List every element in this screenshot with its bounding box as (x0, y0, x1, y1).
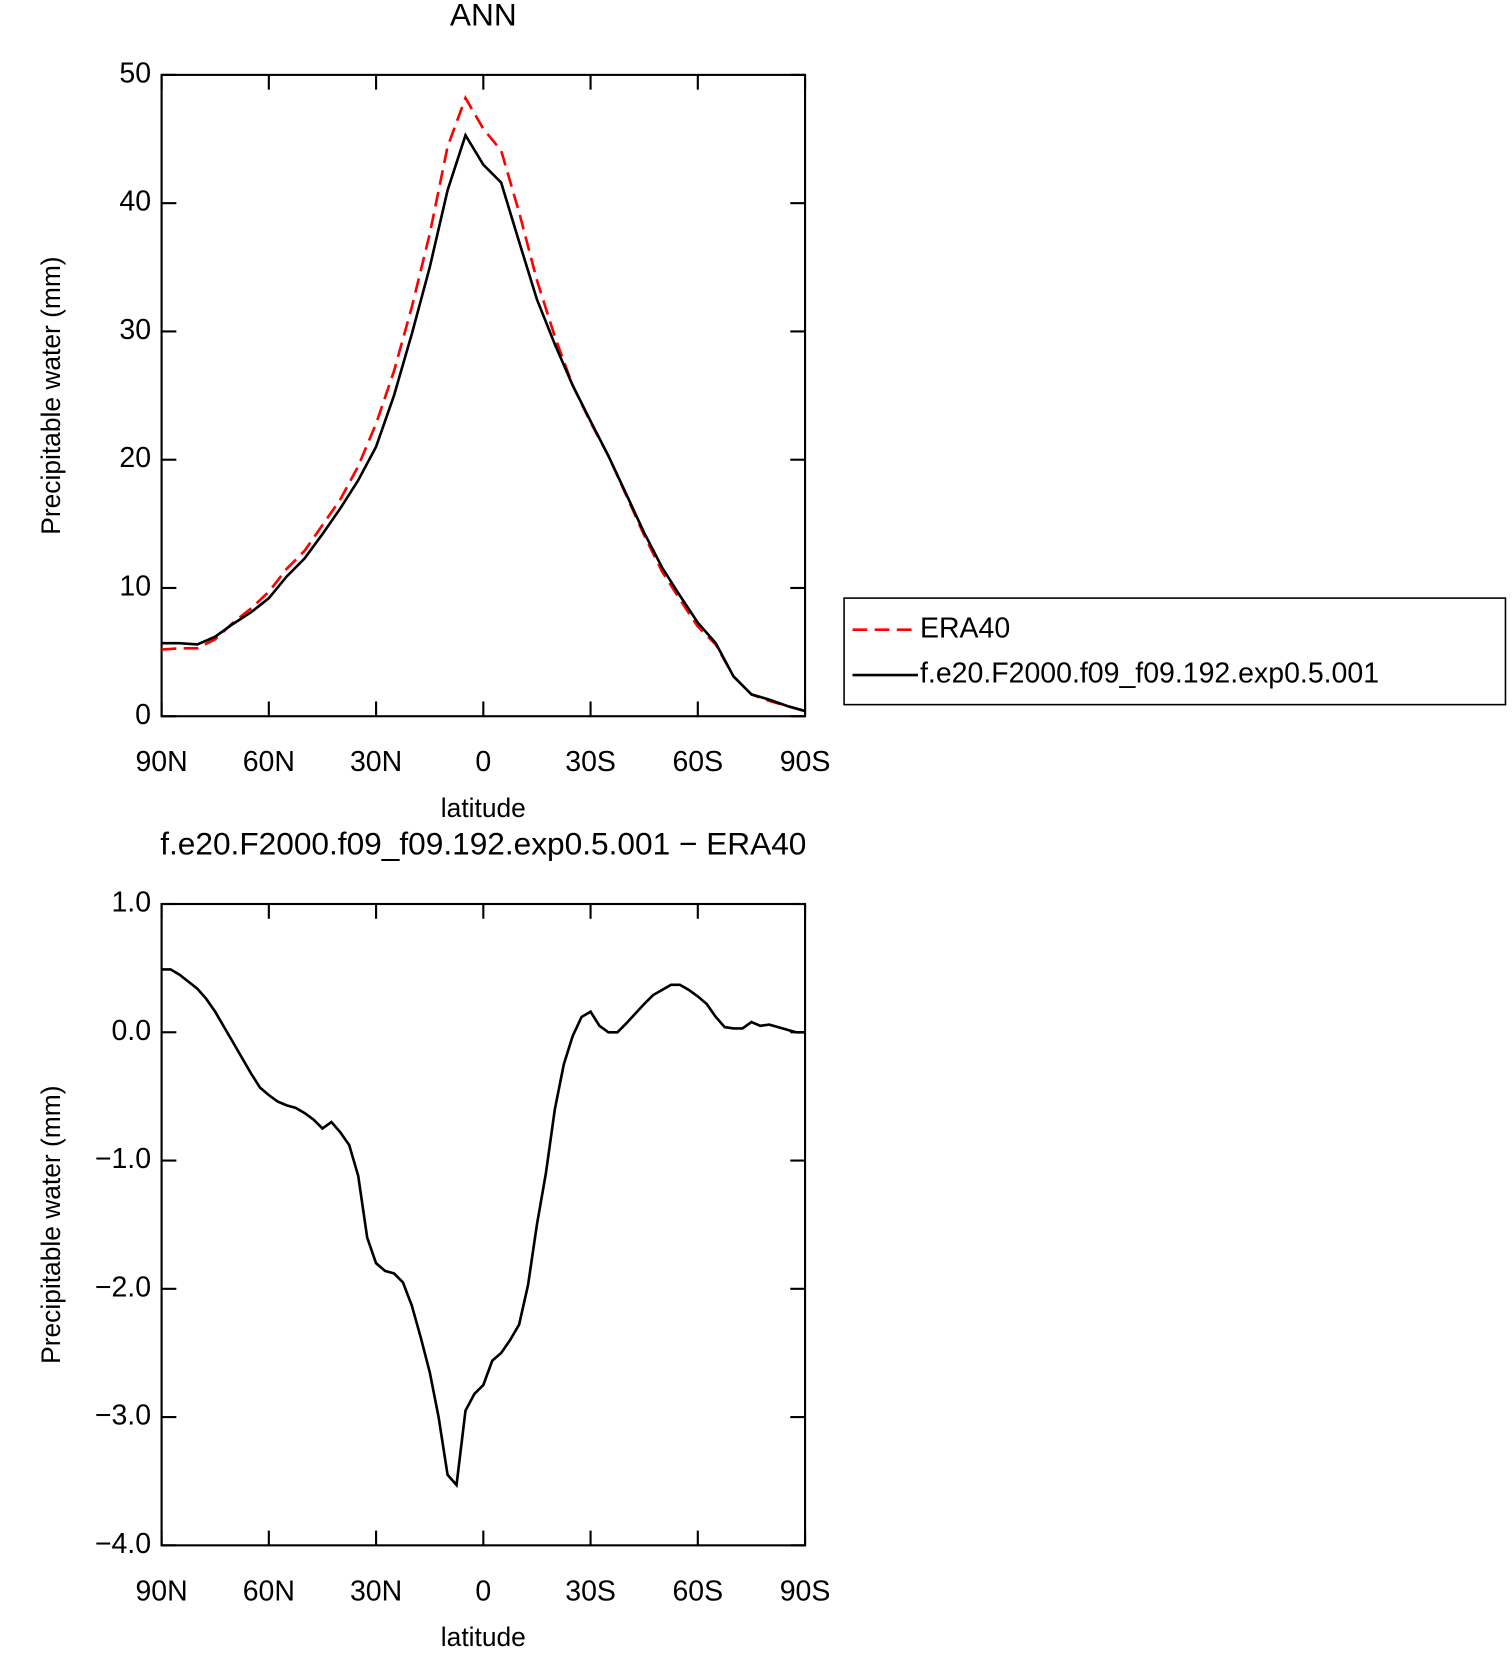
x-tick-label: 90N (135, 1575, 187, 1607)
data-line (161, 132, 806, 713)
x-tick-label: 90N (135, 746, 187, 778)
x-tick-label: 90S (780, 1575, 831, 1607)
x-axis-label: latitude (441, 793, 526, 823)
y-tick-label: −1.0 (95, 1143, 151, 1175)
x-tick-label: 90S (780, 746, 831, 778)
x-tick-label: 60N (243, 746, 295, 778)
data-line (161, 968, 806, 1489)
x-tick-label: 30S (565, 746, 616, 778)
x-tick-label: 0 (475, 746, 491, 778)
y-tick-label: 20 (119, 442, 151, 474)
y-axis-label: Precipitable water (mm) (36, 256, 66, 534)
y-tick-label: 50 (119, 57, 151, 89)
x-tick-label: 0 (475, 1575, 491, 1607)
chart-title: f.e20.F2000.f09_f09.192.exp0.5.001 − ERA… (160, 825, 806, 861)
plot-frame (160, 902, 807, 1547)
chart-title: ANN (450, 0, 517, 32)
legend-label: ERA40 (920, 612, 1010, 644)
plot-frame (160, 73, 807, 718)
y-tick-label: 0 (135, 699, 151, 731)
x-axis-label: latitude (441, 1622, 526, 1652)
y-tick-label: −3.0 (95, 1400, 151, 1432)
legend-box (843, 597, 1507, 706)
data-line (161, 94, 806, 713)
x-tick-label: 30N (350, 746, 402, 778)
x-tick-label: 30N (350, 1575, 402, 1607)
x-tick-label: 60S (672, 746, 723, 778)
x-tick-label: 60N (243, 1575, 295, 1607)
y-tick-label: −2.0 (95, 1271, 151, 1303)
y-tick-label: 10 (119, 570, 151, 602)
y-axis-label: Precipitable water (mm) (36, 1086, 66, 1364)
y-tick-label: 0.0 (111, 1015, 151, 1047)
x-tick-label: 60S (672, 1575, 723, 1607)
y-tick-label: −4.0 (95, 1528, 151, 1560)
y-tick-label: 30 (119, 314, 151, 346)
x-tick-label: 30S (565, 1575, 616, 1607)
y-tick-label: 1.0 (111, 887, 151, 919)
y-tick-label: 40 (119, 186, 151, 218)
legend-label: f.e20.F2000.f09_f09.192.exp0.5.001 (920, 658, 1379, 690)
